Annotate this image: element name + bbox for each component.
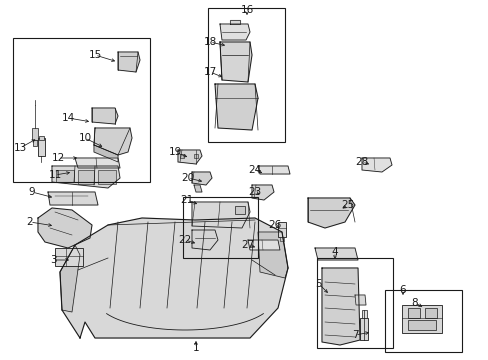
Bar	[407, 320, 435, 330]
Bar	[194, 154, 198, 158]
Bar	[207, 8, 285, 142]
Bar	[56, 170, 74, 182]
Text: 13: 13	[13, 143, 26, 153]
Text: 5: 5	[315, 279, 322, 289]
Text: 22: 22	[178, 235, 191, 245]
Polygon shape	[192, 230, 218, 250]
Bar	[424, 308, 436, 318]
Text: 28: 28	[355, 157, 368, 167]
Polygon shape	[258, 166, 289, 174]
Text: 19: 19	[168, 147, 181, 157]
Polygon shape	[192, 202, 249, 228]
Text: 17: 17	[203, 67, 216, 77]
Polygon shape	[220, 42, 251, 82]
Bar	[55, 248, 83, 266]
Polygon shape	[307, 198, 354, 228]
Text: 21: 21	[180, 195, 193, 205]
Bar	[384, 290, 461, 352]
Text: 11: 11	[48, 170, 61, 180]
Bar	[33, 140, 37, 146]
Bar	[38, 138, 45, 156]
Bar	[13, 38, 150, 182]
Text: 10: 10	[78, 133, 91, 143]
Text: 2: 2	[27, 217, 33, 227]
Polygon shape	[94, 128, 132, 155]
Polygon shape	[38, 208, 92, 248]
Polygon shape	[321, 268, 359, 345]
Text: 25: 25	[341, 200, 354, 210]
Bar	[98, 170, 116, 184]
Circle shape	[224, 100, 247, 124]
Bar	[316, 258, 392, 348]
Text: 26: 26	[268, 220, 281, 230]
Text: 14: 14	[61, 113, 75, 123]
Text: 27: 27	[241, 240, 254, 250]
Polygon shape	[60, 218, 287, 338]
Polygon shape	[258, 232, 287, 278]
Text: 3: 3	[50, 255, 56, 265]
Polygon shape	[354, 295, 365, 305]
Text: 23: 23	[248, 187, 261, 197]
Polygon shape	[178, 150, 202, 164]
Polygon shape	[361, 158, 391, 172]
Polygon shape	[75, 158, 120, 168]
Text: 15: 15	[88, 50, 102, 60]
Bar	[361, 310, 366, 318]
Text: 18: 18	[203, 37, 216, 47]
Text: 8: 8	[411, 298, 417, 308]
Bar	[39, 136, 44, 140]
Bar	[278, 222, 285, 237]
Polygon shape	[220, 24, 249, 40]
Text: 24: 24	[248, 165, 261, 175]
Polygon shape	[118, 52, 140, 72]
Bar	[180, 154, 183, 158]
Polygon shape	[48, 192, 98, 205]
Text: 12: 12	[51, 153, 64, 163]
Text: 6: 6	[399, 285, 406, 295]
Bar	[280, 237, 284, 241]
Bar	[407, 308, 419, 318]
Polygon shape	[92, 108, 118, 124]
Polygon shape	[52, 166, 120, 188]
Bar	[359, 318, 367, 340]
Bar	[235, 206, 244, 214]
Bar	[78, 170, 94, 184]
Polygon shape	[247, 240, 280, 250]
Polygon shape	[60, 245, 80, 312]
Polygon shape	[251, 185, 273, 200]
Polygon shape	[194, 185, 202, 192]
Text: 9: 9	[29, 187, 35, 197]
Polygon shape	[229, 20, 240, 24]
Polygon shape	[215, 84, 258, 130]
Text: 20: 20	[181, 173, 194, 183]
Text: 16: 16	[240, 5, 253, 15]
Bar	[401, 305, 441, 333]
Bar	[32, 128, 38, 140]
Text: 7: 7	[351, 330, 358, 340]
Polygon shape	[94, 145, 118, 162]
Bar	[183, 197, 258, 258]
Polygon shape	[314, 248, 357, 260]
Text: 1: 1	[192, 343, 199, 353]
Polygon shape	[192, 172, 212, 185]
Text: 4: 4	[331, 247, 338, 257]
